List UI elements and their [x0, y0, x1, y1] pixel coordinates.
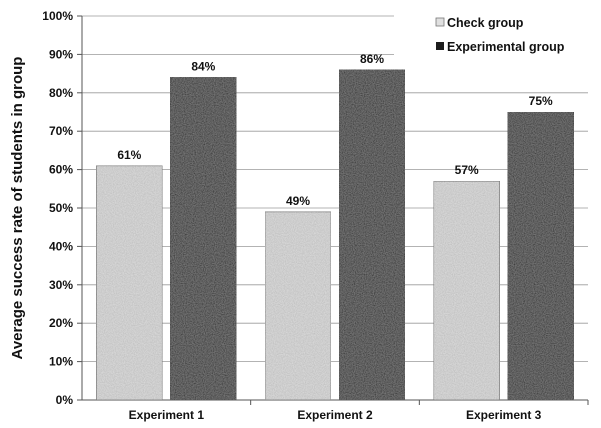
legend: Check group Experimental group	[394, 14, 594, 58]
data-label: 61%	[117, 148, 141, 162]
bar-check-group	[264, 211, 332, 401]
data-labels: 61% 84% 49% 86% 57% 75%	[117, 52, 553, 208]
bar-check-group	[95, 165, 163, 401]
bar-experimental-group	[169, 77, 237, 401]
y-tick-label: 80%	[49, 86, 73, 100]
x-tick-label: Experiment 3	[466, 408, 542, 422]
axes	[77, 15, 589, 405]
data-label: 84%	[191, 59, 215, 73]
legend-background	[394, 14, 594, 58]
legend-label-experimental-group: Experimental group	[447, 40, 565, 54]
data-label: 49%	[286, 194, 310, 208]
x-tick-labels: Experiment 1 Experiment 2 Experiment 3	[129, 408, 542, 422]
legend-label-check-group: Check group	[447, 16, 524, 30]
y-tick-label: 60%	[49, 163, 73, 177]
bar-experimental-group	[338, 69, 406, 401]
y-tick-label: 0%	[56, 393, 74, 407]
y-tick-label: 50%	[49, 201, 73, 215]
bar-check-group	[433, 180, 501, 401]
legend-swatch-check-group	[435, 17, 445, 27]
x-tick-label: Experiment 2	[297, 408, 373, 422]
legend-swatch-experimental-group	[436, 42, 444, 50]
y-tick-label: 20%	[49, 316, 73, 330]
y-tick-labels: 0% 10% 20% 30% 40% 50% 60% 70% 80% 90% 100%	[42, 9, 73, 407]
y-axis-label: Average success rate of students in grou…	[9, 57, 26, 360]
x-tick-label: Experiment 1	[129, 408, 205, 422]
y-tick-label: 70%	[49, 124, 73, 138]
y-tick-label: 40%	[49, 239, 73, 253]
y-tick-label: 100%	[42, 9, 73, 23]
data-label: 57%	[455, 163, 479, 177]
data-label: 75%	[529, 94, 553, 108]
y-tick-label: 30%	[49, 278, 73, 292]
y-tick-label: 90%	[49, 47, 73, 61]
data-label: 86%	[360, 52, 384, 66]
bars	[95, 69, 575, 401]
bar-experimental-group	[507, 111, 575, 401]
y-tick-label: 10%	[49, 355, 73, 369]
